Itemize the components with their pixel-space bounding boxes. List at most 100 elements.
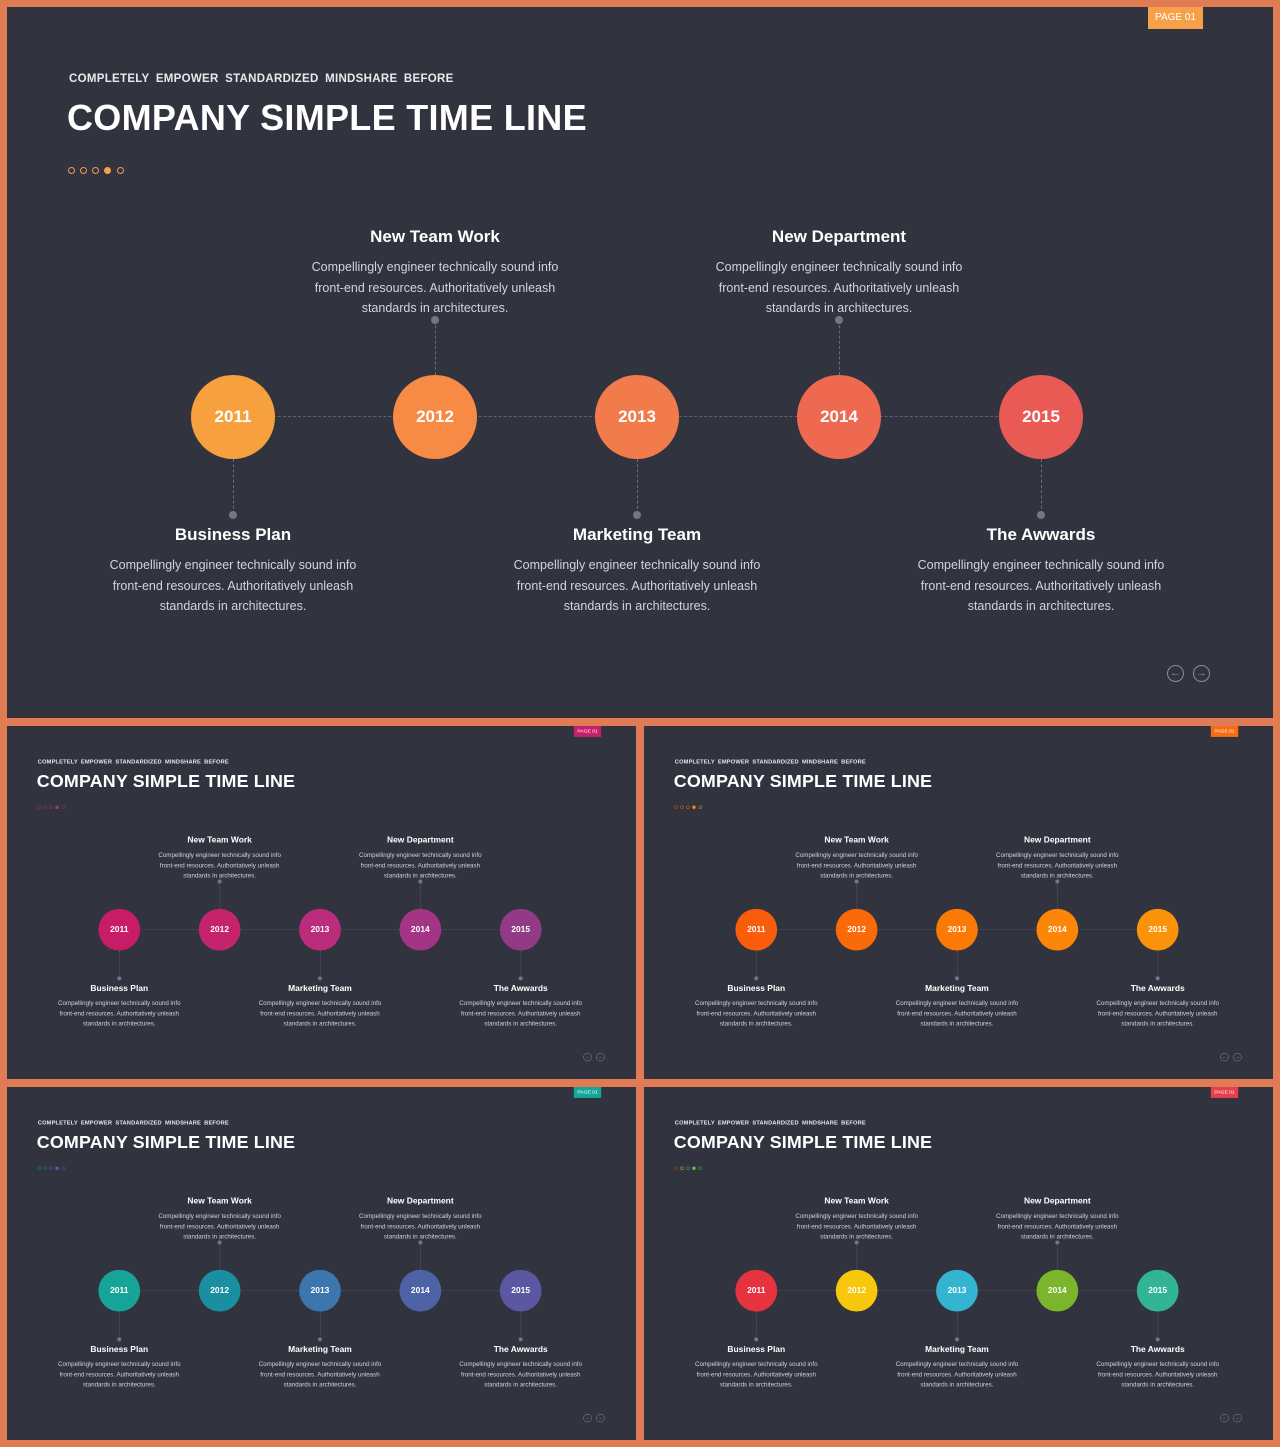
year-circle-2012[interactable]: 2012 [835,908,878,951]
year-circle-2014[interactable]: 2014 [1036,908,1079,951]
milestone-text: Compellingly engineer technically sound … [158,851,281,880]
milestone-heading: Marketing Team [288,1344,352,1354]
milestone-text: Compellingly engineer technically sound … [459,999,582,1028]
year-circle-2014[interactable]: 2014 [797,375,881,459]
year-circle-2013[interactable]: 2013 [595,375,679,459]
arrow-right-circle-icon[interactable]: → [1233,1413,1242,1423]
year-circle-2014[interactable]: 2014 [399,1269,442,1312]
connector-knob [1155,1337,1160,1342]
milestone-heading: New Team Work [370,227,500,246]
dot [680,805,684,809]
year-circle-2013[interactable]: 2013 [299,1269,341,1312]
milestone-heading: The Awwards [493,983,548,993]
arrow-left-circle-icon[interactable]: ← [1220,1413,1229,1423]
arrow-right-circle-icon[interactable]: → [596,1413,605,1423]
connector-knob [854,1240,859,1245]
slide-content: PAGE 01 COMPLETELY EMPOWER STANDARDIZED … [7,1087,636,1440]
arrow-right-circle-icon[interactable]: → [1233,1052,1242,1062]
connector-knob [217,879,222,884]
milestone-the-awwards: The Awwards Compellingly engineer techni… [1091,983,1225,1028]
year-circle-2013[interactable]: 2013 [936,908,978,951]
year-circle-2012[interactable]: 2012 [393,375,477,459]
connector-knob [117,1337,122,1342]
connector-knob [835,316,843,324]
connector-line [233,459,234,514]
milestone-text: Compellingly engineer technically sound … [258,999,382,1028]
year-circle-2015[interactable]: 2015 [1136,1269,1179,1312]
slide-content: PAGE 01 COMPLETELY EMPOWER STANDARDIZED … [644,726,1273,1079]
year-circle-2013[interactable]: 2013 [299,908,341,951]
dot [686,805,690,809]
milestone-heading: New Department [387,1196,454,1206]
milestone-heading: Marketing Team [288,983,352,993]
arrow-left-circle-icon[interactable]: ← [1167,665,1184,682]
milestone-text: Compellingly engineer technically sound … [158,1212,281,1241]
milestone-text: Compellingly engineer technically sound … [917,558,1165,613]
milestone-heading: Business Plan [174,525,292,544]
slide-main[interactable]: PAGE 01 COMPLETELY EMPOWER STANDARDIZED … [7,7,1273,718]
slide-title: COMPANY SIMPLE TIME LINE [36,1131,296,1153]
milestone-text: Compellingly engineer technically sound … [1096,999,1219,1028]
milestone-text: Compellingly engineer technically sound … [694,999,818,1028]
milestone-new-team-work: New Team Work Compellingly engineer tech… [790,1196,924,1241]
connector-knob [229,511,237,519]
year-circle-2012[interactable]: 2012 [835,1269,878,1312]
year-circle-2011[interactable]: 2011 [98,1269,141,1312]
slide-subtitle: COMPLETELY EMPOWER STANDARDIZED MINDSHAR… [69,73,454,85]
milestone-text: Compellingly engineer technically sound … [996,1212,1119,1241]
year-circle-2012[interactable]: 2012 [198,1269,241,1312]
milestone-heading: Marketing Team [572,525,702,544]
connector-knob [518,1337,523,1342]
arrow-right-circle-icon[interactable]: → [596,1052,605,1062]
milestone-the-awwards: The Awwards Compellingly engineer techni… [1091,1344,1225,1389]
year-circle-2011[interactable]: 2011 [735,908,778,951]
connector-knob [754,1337,759,1342]
dot [61,1166,66,1170]
slide-variant-orange[interactable]: PAGE 01 COMPLETELY EMPOWER STANDARDIZED … [644,726,1273,1079]
arrow-right-circle-icon[interactable]: → [1193,665,1210,682]
year-circle-2015[interactable]: 2015 [499,1269,542,1312]
year-circle-2012[interactable]: 2012 [198,908,241,951]
arrow-left-circle-icon[interactable]: ← [1220,1052,1229,1062]
connector-knob [1037,511,1045,519]
year-circle-2015[interactable]: 2015 [499,908,542,951]
year-circle-2014[interactable]: 2014 [1036,1269,1079,1312]
milestone-the-awwards: The Awwards Compellingly engineer techni… [906,525,1176,617]
milestone-new-team-work: New Team Work Compellingly engineer tech… [790,835,924,880]
page-badge: PAGE 01 [1210,1087,1239,1098]
connector-line [637,459,638,514]
connector-knob [1055,879,1060,884]
connector-knob [1155,976,1160,981]
slide-variant-magenta[interactable]: PAGE 01 COMPLETELY EMPOWER STANDARDIZED … [7,726,636,1079]
milestone-marketing-team: Marketing Team Compellingly engineer tec… [253,983,387,1028]
dot [49,1166,53,1170]
arrow-left-circle-icon[interactable]: ← [583,1413,592,1423]
milestone-the-awwards: The Awwards Compellingly engineer techni… [454,983,588,1028]
dot [674,805,678,809]
year-circle-2015[interactable]: 2015 [1136,908,1179,951]
dot-active [692,1166,696,1170]
milestone-marketing-team: Marketing Team Compellingly engineer tec… [253,1344,387,1389]
year-circle-2015[interactable]: 2015 [999,375,1083,459]
milestone-new-department: New Department Compellingly engineer tec… [353,1196,487,1241]
dot [43,805,47,809]
milestone-heading: New Department [1024,835,1091,845]
milestone-heading: Business Plan [90,983,149,993]
connector-knob [954,976,959,981]
year-circle-2011[interactable]: 2011 [735,1269,778,1312]
year-circle-2013[interactable]: 2013 [936,1269,978,1312]
milestone-the-awwards: The Awwards Compellingly engineer techni… [454,1344,588,1389]
year-circle-2011[interactable]: 2011 [98,908,141,951]
arrow-left-circle-icon[interactable]: ← [583,1052,592,1062]
slide-content: PAGE 01 COMPLETELY EMPOWER STANDARDIZED … [7,726,636,1079]
slide-subtitle: COMPLETELY EMPOWER STANDARDIZED MINDSHAR… [674,758,866,765]
slide-title: COMPANY SIMPLE TIME LINE [36,770,296,792]
milestone-business-plan: Business Plan Compellingly engineer tech… [52,983,186,1028]
dot [686,1166,690,1170]
milestone-heading: New Department [771,227,907,246]
slide-variant-teal[interactable]: PAGE 01 COMPLETELY EMPOWER STANDARDIZED … [7,1087,636,1440]
year-circle-2014[interactable]: 2014 [399,908,442,951]
slide-variant-multicolor[interactable]: PAGE 01 COMPLETELY EMPOWER STANDARDIZED … [644,1087,1273,1440]
year-circle-2011[interactable]: 2011 [191,375,275,459]
dot [80,167,87,174]
